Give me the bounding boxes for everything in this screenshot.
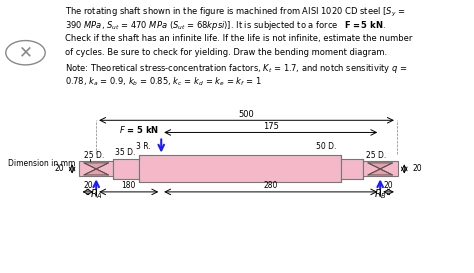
FancyBboxPatch shape: [113, 159, 139, 179]
Text: 20: 20: [384, 181, 393, 190]
Text: $R_A$: $R_A$: [90, 187, 103, 201]
Text: 20: 20: [83, 181, 93, 190]
Text: 25 D.: 25 D.: [84, 151, 104, 160]
Polygon shape: [368, 163, 392, 169]
Text: 25 D.: 25 D.: [366, 151, 386, 160]
Text: $F$ = 5 kN: $F$ = 5 kN: [119, 124, 159, 135]
Text: 3 R.: 3 R.: [136, 143, 151, 152]
Text: 175: 175: [263, 122, 279, 131]
Text: Dimension in mm: Dimension in mm: [8, 159, 75, 168]
Polygon shape: [84, 169, 109, 175]
Text: $R_B$: $R_B$: [374, 187, 387, 201]
Text: 35 D.: 35 D.: [115, 149, 136, 158]
Text: 20: 20: [55, 164, 64, 173]
Text: 390 $MPa$, $S_{ut}$ = 470 $MPa$ ($S_{ut}$ = 68$kpsi$)]. It is subjected to a for: 390 $MPa$, $S_{ut}$ = 470 $MPa$ ($S_{ut}…: [65, 19, 386, 32]
Text: Note: Theoretical stress-concentration factors, $K_t$ = 1.7, and notch sensitivi: Note: Theoretical stress-concentration f…: [65, 62, 407, 75]
FancyBboxPatch shape: [341, 159, 363, 179]
FancyBboxPatch shape: [139, 155, 341, 182]
Text: 20: 20: [412, 164, 422, 173]
Polygon shape: [84, 163, 109, 169]
Text: The rotating shaft shown in the figure is machined from AISI 1020 CD steel [$S_y: The rotating shaft shown in the figure i…: [65, 5, 405, 19]
Polygon shape: [368, 169, 392, 175]
Text: 280: 280: [264, 181, 278, 190]
Text: Check if the shaft has an infinite life. If the life is not infinite, estimate t: Check if the shaft has an infinite life.…: [65, 34, 412, 43]
FancyBboxPatch shape: [363, 161, 398, 176]
Text: 50 D.: 50 D.: [316, 143, 337, 152]
Text: 180: 180: [121, 181, 136, 190]
Text: ✕: ✕: [18, 44, 32, 62]
Text: 0.78, $k_a$ = 0.9, $k_b$ = 0.85, $k_c$ = $k_d$ = $k_e$ = $k_f$ = 1: 0.78, $k_a$ = 0.9, $k_b$ = 0.85, $k_c$ =…: [65, 76, 262, 88]
Text: 500: 500: [238, 110, 255, 119]
FancyBboxPatch shape: [79, 161, 113, 176]
Circle shape: [6, 41, 45, 65]
Text: of cycles. Be sure to check for yielding. Draw the bending moment diagram.: of cycles. Be sure to check for yielding…: [65, 48, 387, 57]
